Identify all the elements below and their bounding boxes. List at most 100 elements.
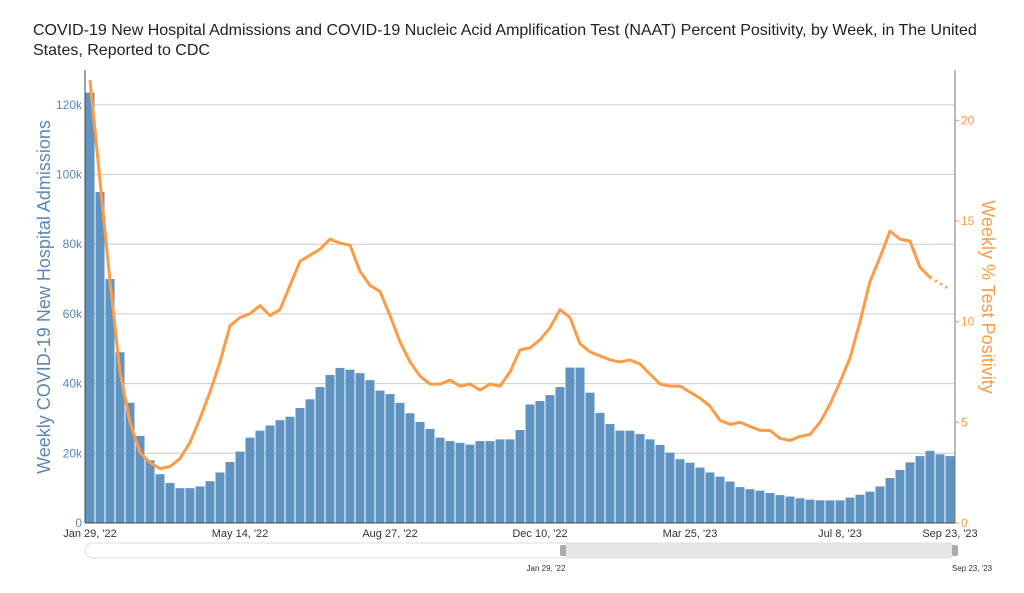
bar xyxy=(155,474,165,523)
bar xyxy=(535,401,545,523)
bar xyxy=(95,191,105,523)
bar xyxy=(825,500,835,523)
bar xyxy=(785,496,795,523)
y2-tick-label: 20 xyxy=(961,113,975,127)
bar xyxy=(355,373,365,523)
range-slider-window[interactable] xyxy=(562,542,956,559)
y-tick-label: 120k xyxy=(56,98,83,112)
bar xyxy=(335,367,345,523)
x-tick-label: Jul 8, '23 xyxy=(818,528,862,540)
bar xyxy=(885,478,895,523)
bar xyxy=(315,387,325,523)
bar xyxy=(625,430,635,523)
bar xyxy=(485,441,495,523)
bar xyxy=(615,430,625,523)
bar xyxy=(605,424,615,523)
bar xyxy=(725,481,735,523)
bar xyxy=(555,387,565,523)
bar xyxy=(835,500,845,523)
range-slider-handle[interactable] xyxy=(952,545,958,556)
bar xyxy=(495,439,505,523)
bar xyxy=(545,395,555,523)
bar xyxy=(735,487,745,523)
bar xyxy=(675,459,685,523)
bar xyxy=(375,390,385,523)
y2-tick-label: 0 xyxy=(961,516,968,530)
y2-tick-label: 15 xyxy=(961,214,975,228)
x-tick-label: Aug 27, '22 xyxy=(362,528,417,540)
bar xyxy=(775,495,785,523)
bar xyxy=(665,452,675,523)
bar xyxy=(935,454,945,523)
y-tick-label: 20k xyxy=(63,446,83,460)
bar xyxy=(245,437,255,523)
bar xyxy=(765,493,775,523)
bar xyxy=(395,402,405,523)
y-tick-label: 0 xyxy=(75,516,82,530)
range-slider-end-label: Sep 23, '23 xyxy=(952,564,993,573)
positivity-line xyxy=(88,79,932,471)
bar xyxy=(875,486,885,523)
bar xyxy=(275,420,285,523)
bar xyxy=(225,462,235,523)
y-tick-label: 60k xyxy=(63,307,83,321)
bar xyxy=(415,421,425,523)
range-slider-start-label: Jan 29, '22 xyxy=(527,564,566,573)
bar xyxy=(595,412,605,523)
bar xyxy=(685,462,695,523)
y-tick-label: 100k xyxy=(56,168,83,182)
bar xyxy=(165,482,175,523)
bar xyxy=(705,472,715,523)
chart-title: COVID-19 New Hospital Admissions and COV… xyxy=(33,22,977,59)
bar xyxy=(585,392,595,523)
bar xyxy=(855,494,865,523)
bar xyxy=(125,402,135,523)
bar xyxy=(135,435,145,523)
x-tick-label: May 14, '22 xyxy=(212,528,269,540)
bar xyxy=(285,416,295,523)
bar xyxy=(115,352,125,523)
bar xyxy=(645,439,655,523)
bar xyxy=(745,489,755,523)
y2-tick-label: 5 xyxy=(961,415,968,429)
bar xyxy=(215,472,225,523)
bar xyxy=(915,456,925,523)
bar xyxy=(295,408,305,523)
bar xyxy=(515,429,525,523)
bar xyxy=(425,428,435,523)
bar xyxy=(475,441,485,523)
x-tick-label: Jan 29, '22 xyxy=(63,528,116,540)
x-tick-label: Sep 23, '23 xyxy=(922,528,977,540)
bar xyxy=(405,413,415,523)
positivity-line-provisional xyxy=(929,276,951,291)
bar xyxy=(265,425,275,523)
bar xyxy=(235,451,245,523)
bar xyxy=(255,430,265,523)
bar xyxy=(845,497,855,523)
bar xyxy=(815,500,825,523)
bar xyxy=(465,444,475,523)
bar xyxy=(575,367,585,523)
bar xyxy=(345,369,355,523)
bar xyxy=(185,488,195,523)
bar xyxy=(205,481,215,523)
bar xyxy=(195,486,205,523)
bar xyxy=(925,450,935,523)
bar xyxy=(435,437,445,523)
x-tick-label: Mar 25, '23 xyxy=(663,528,718,540)
bar xyxy=(755,490,765,523)
bar xyxy=(455,442,465,523)
bar xyxy=(905,462,915,523)
bar xyxy=(635,434,645,523)
y-tick-label: 80k xyxy=(63,237,83,251)
bar xyxy=(805,499,815,523)
y2-tick-label: 10 xyxy=(961,315,975,329)
bar xyxy=(145,460,155,523)
bar xyxy=(865,491,875,523)
bar xyxy=(565,367,575,523)
bar xyxy=(385,394,395,523)
bar xyxy=(105,279,115,523)
y-tick-label: 40k xyxy=(63,377,83,391)
range-slider-handle[interactable] xyxy=(560,545,566,556)
